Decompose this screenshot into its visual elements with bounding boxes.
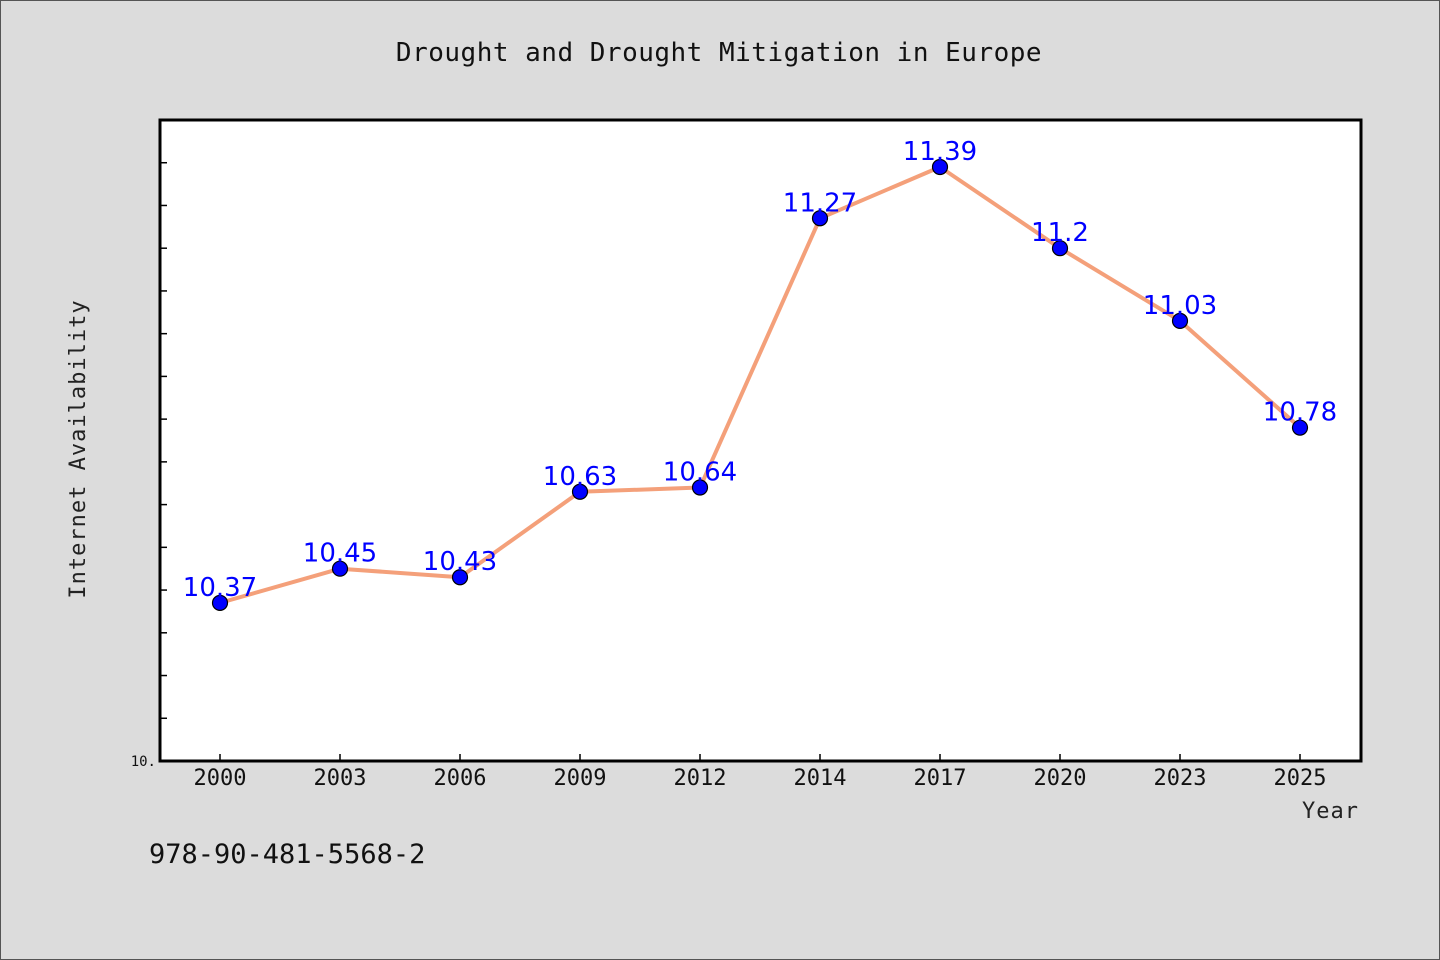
data-label: 11.03 <box>1143 291 1217 321</box>
x-axis-ticks: 2000 2003 2006 2009 2012 2014 2017 2020 2023 2025 <box>194 754 1327 791</box>
data-label: 10.63 <box>543 462 617 492</box>
data-point <box>331 560 349 577</box>
data-labels: 10.37 10.45 10.43 10.63 10.64 11.27 11.39 11.2 1… <box>183 137 1337 603</box>
data-point <box>691 479 709 496</box>
x-tick-label: 2006 <box>434 766 487 791</box>
data-point <box>1291 419 1309 436</box>
chart-title: Drought and Drought Mitigation in Europe <box>396 38 1042 68</box>
data-label: 10.64 <box>663 458 737 488</box>
data-point <box>1171 312 1189 329</box>
x-tick-label: 2009 <box>554 766 607 791</box>
x-tick-label: 2017 <box>914 766 967 791</box>
data-label: 11.39 <box>903 137 977 167</box>
isbn-footer: 978-90-481-5568-2 <box>149 839 425 870</box>
x-tick-label: 2025 <box>1274 766 1327 791</box>
data-point <box>1051 240 1069 257</box>
data-label: 10.78 <box>1263 398 1337 428</box>
data-label: 10.45 <box>303 539 377 569</box>
x-tick-label: 2003 <box>314 766 367 791</box>
series-line <box>219 165 1302 605</box>
x-tick-label: 2020 <box>1034 766 1087 791</box>
data-point <box>211 594 229 611</box>
x-tick-label: 2014 <box>794 766 847 791</box>
y-tick-label: 10. <box>131 754 156 770</box>
plot-area <box>158 118 1363 763</box>
x-axis-label: Year <box>1302 799 1359 824</box>
data-point <box>571 483 589 500</box>
data-label: 11.2 <box>1031 218 1089 248</box>
x-tick-label: 2023 <box>1154 766 1207 791</box>
data-point <box>931 158 949 176</box>
y-axis-ticks: 10. <box>131 119 167 770</box>
data-label: 10.43 <box>423 547 497 577</box>
x-tick-label: 2012 <box>674 766 727 791</box>
data-point <box>811 210 829 227</box>
data-label: 10.37 <box>183 573 257 603</box>
y-axis-label: Internet Availability <box>66 299 91 598</box>
data-point <box>451 569 469 586</box>
data-label: 11.27 <box>783 188 857 218</box>
x-tick-label: 2000 <box>194 766 247 791</box>
data-markers <box>211 158 1309 611</box>
